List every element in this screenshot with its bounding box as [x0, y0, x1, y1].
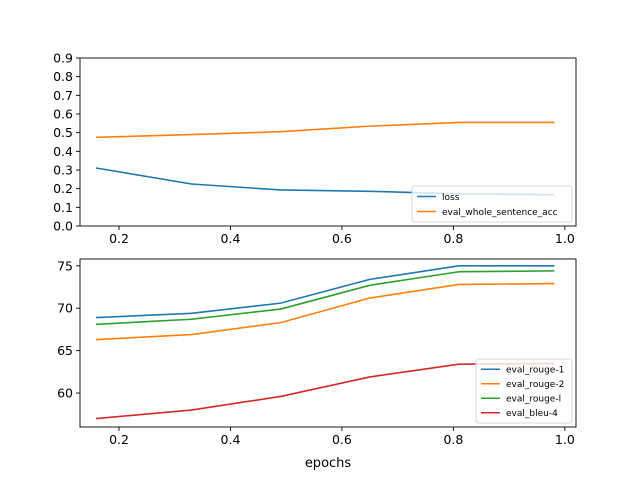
x-tick-label: 1.0: [555, 231, 575, 246]
x-tick-label: 0.6: [332, 231, 352, 246]
x-tick-label: 0.4: [221, 432, 241, 447]
x-tick-label: 0.8: [443, 432, 463, 447]
y-tick-label: 0.8: [53, 69, 73, 84]
legend-box: [475, 358, 573, 424]
legend-label-eval_bleu-4: eval_bleu-4: [506, 409, 558, 419]
series-line-eval_rouge-l: [95, 270, 555, 326]
y-tick-label: 0.2: [53, 181, 73, 196]
y-tick-label: 0.7: [53, 88, 73, 103]
legend: eval_rouge-1 eval_rouge-2 eval_rouge-leval…: [475, 358, 573, 424]
legend-label-eval_rouge-l: eval_rouge-l: [506, 395, 561, 405]
x-tick-label: 0.2: [109, 432, 129, 447]
legend-label-eval_rouge-2: eval_rouge-2: [506, 380, 564, 390]
series-line-eval_whole_sentence_acc: [95, 121, 555, 139]
y-tick-label: 0.4: [53, 144, 73, 159]
y-tick-label: 65: [57, 343, 73, 358]
legend-label-loss: loss: [442, 193, 460, 203]
series-line-eval_bleu-4: [95, 362, 555, 420]
y-tick-label: 0.3: [53, 163, 73, 178]
y-tick-label: 0.9: [53, 51, 73, 66]
x-tick-label: 1.0: [555, 432, 575, 447]
y-tick-label: 75: [57, 258, 73, 273]
top-chart-panel: 0.2 0.4 0.6 0.8 1.0 0.0 0.1 0.2 0.3 0.4 0.5 0.6 0.7 0…: [53, 51, 577, 246]
y-tick-label: 60: [57, 386, 73, 401]
x-axis-label: epochs: [305, 456, 352, 471]
x-tick-label: 0.8: [443, 231, 463, 246]
legend-label-eval_whole_sentence_acc: eval_whole_sentence_acc: [442, 208, 558, 218]
legend-label-eval_rouge-1: eval_rouge-1: [506, 366, 564, 376]
x-tick-label: 0.4: [221, 231, 241, 246]
x-tick-label: 0.2: [109, 231, 129, 246]
y-tick-label: 0.5: [53, 125, 73, 140]
legend: loss eval_whole_sentence_acc: [411, 185, 573, 223]
y-tick-label: 0.1: [53, 200, 73, 215]
y-tick-label: 0.6: [53, 107, 73, 122]
axes-frame: [79, 57, 577, 227]
x-tick-label: 0.6: [332, 432, 352, 447]
bottom-chart-panel: 0.2 0.4 0.6 0.8 1.0 60 65 70 75 epochs eval_rouge-…: [57, 258, 577, 471]
y-tick-label: 70: [57, 301, 73, 316]
legend-box: [411, 185, 573, 223]
y-tick-label: 0.0: [53, 219, 73, 234]
axes-frame: [79, 258, 577, 428]
series-line-eval_rouge-1: [95, 264, 555, 319]
series-line-eval_rouge-2: [95, 282, 555, 341]
